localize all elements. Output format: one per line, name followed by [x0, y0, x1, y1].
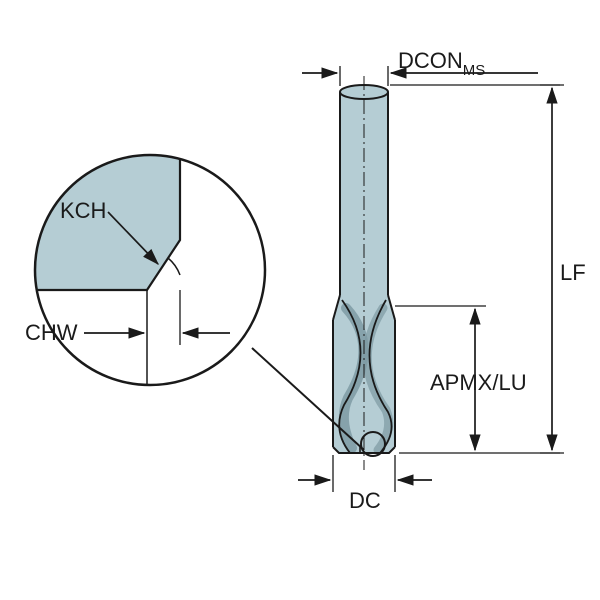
label-kch: KCH	[60, 198, 106, 223]
endmill-tool	[333, 76, 395, 470]
label-apmx: APMX/LU	[430, 370, 527, 395]
label-chw: CHW	[25, 320, 78, 345]
dim-dc: DC	[298, 455, 432, 513]
dim-lf: LF	[388, 85, 586, 453]
label-dc: DC	[349, 488, 381, 513]
label-lf: LF	[560, 260, 586, 285]
label-dcon: DCONMS	[398, 48, 485, 79]
endmill-diagram: KCH CHW	[0, 0, 600, 600]
dim-dcon: DCONMS	[302, 48, 538, 86]
dim-apmx: APMX/LU	[395, 306, 527, 450]
detail-view	[35, 155, 180, 385]
